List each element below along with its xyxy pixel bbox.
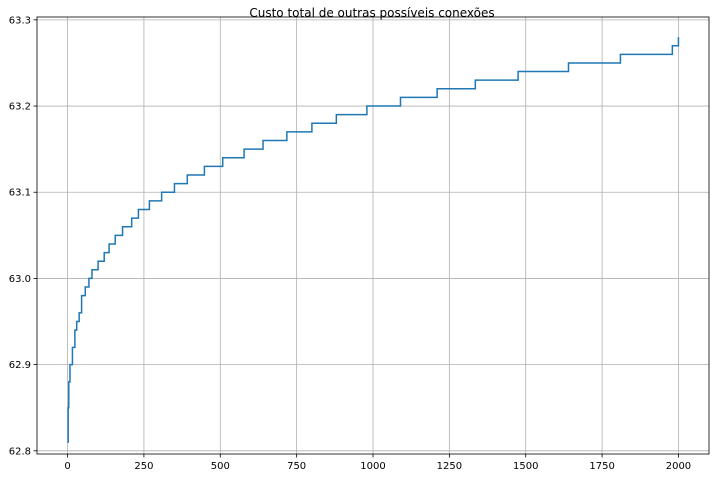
x-tick-label: 2000 [666, 461, 691, 472]
y-tick-label: 63.3 [9, 15, 31, 26]
x-tick-label: 500 [211, 461, 230, 472]
y-tick-label: 62.9 [9, 360, 31, 371]
y-tick-label: 63.1 [9, 188, 31, 199]
y-tick-label: 63.2 [9, 102, 31, 113]
x-tick-label: 0 [64, 461, 70, 472]
x-tick-label: 1750 [589, 461, 614, 472]
y-tick-label: 63.0 [9, 274, 31, 285]
x-tick-label: 1500 [513, 461, 538, 472]
x-tick-label: 250 [134, 461, 153, 472]
data-line-layer [67, 37, 680, 443]
x-tick-label: 1000 [360, 461, 385, 472]
x-axis: 0 250 500 750 1000 1250 1500 1750 2000 [64, 454, 691, 472]
x-tick-label: 750 [287, 461, 306, 472]
x-tick-label: 1250 [437, 461, 462, 472]
y-tick-label: 62.8 [9, 446, 31, 457]
chart-title: Custo total de outras possíveis conexões [249, 6, 494, 20]
series-line [67, 37, 680, 443]
y-axis: 62.8 62.9 63.0 63.1 63.2 63.3 [9, 15, 37, 457]
